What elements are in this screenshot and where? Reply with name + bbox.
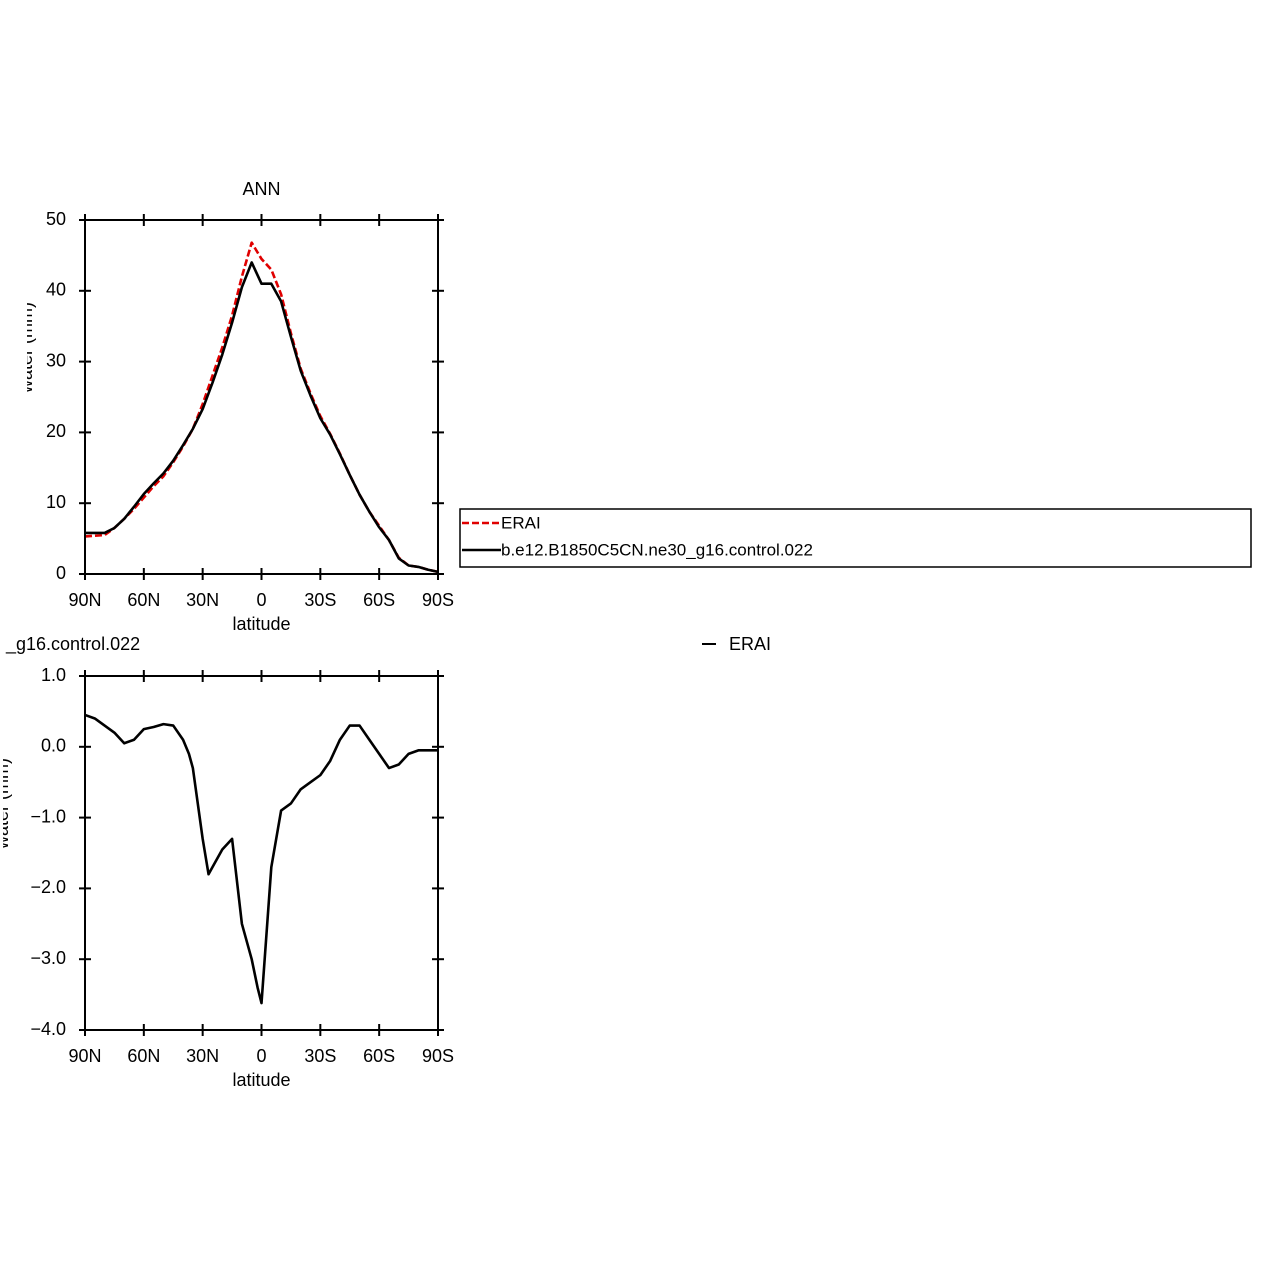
x-tick-label: 60N (127, 590, 160, 610)
x-tick-label: 90S (422, 1046, 454, 1066)
y-tick-label: 1.0 (41, 665, 66, 685)
legend-label: b.e12.B1850C5CN.ne30_g16.control.022 (501, 540, 813, 559)
chart-title: ANN (242, 179, 280, 199)
y-tick-label: 0.0 (41, 736, 66, 756)
x-tick-label: 60S (363, 590, 395, 610)
y-axis-label: Precipitable water (mm) (0, 758, 12, 948)
y-tick-label: 20 (46, 421, 66, 441)
y-tick-label: −1.0 (30, 806, 66, 826)
y-tick-label: −4.0 (30, 1019, 66, 1039)
data-line (85, 261, 439, 574)
legend-box (459, 508, 1252, 568)
y-tick-label: 30 (46, 350, 66, 370)
y-tick-label: −3.0 (30, 948, 66, 968)
x-tick-label: 0 (256, 590, 266, 610)
x-tick-label: 90S (422, 590, 454, 610)
x-tick-label: 90N (68, 1046, 101, 1066)
chart-title: _g16.control.022 (5, 634, 140, 655)
y-tick-label: 40 (46, 280, 66, 300)
y-tick-label: −2.0 (30, 877, 66, 897)
x-tick-label: 30N (186, 1046, 219, 1066)
x-tick-label: 60S (363, 1046, 395, 1066)
data-line (84, 713, 438, 1005)
legend-label: ERAI (501, 513, 541, 532)
chart-subtitle: ERAI (729, 634, 771, 654)
x-tick-label: 60N (127, 1046, 160, 1066)
y-axis-label: Precipitable water (mm) (16, 302, 36, 492)
x-axis-label: latitude (232, 614, 290, 634)
x-tick-label: 0 (256, 1046, 266, 1066)
x-tick-label: 90N (68, 590, 101, 610)
x-tick-label: 30S (304, 1046, 336, 1066)
x-axis-label: latitude (232, 1070, 290, 1090)
x-tick-label: 30N (186, 590, 219, 610)
data-line (84, 241, 439, 574)
y-tick-label: 50 (46, 209, 66, 229)
y-tick-label: 10 (46, 492, 66, 512)
y-tick-label: 0 (56, 563, 66, 583)
x-tick-label: 30S (304, 590, 336, 610)
